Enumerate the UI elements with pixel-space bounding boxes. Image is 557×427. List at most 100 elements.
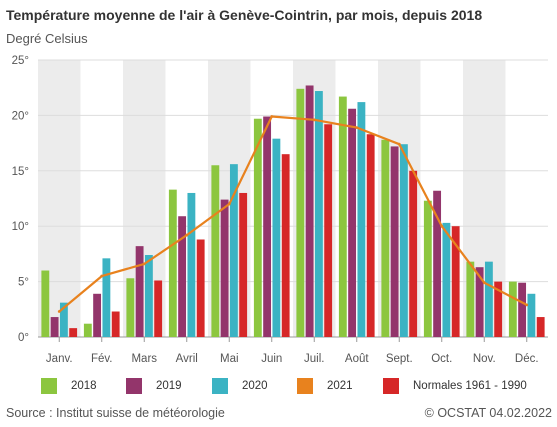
bar-2019 (518, 282, 527, 337)
legend-item: 2021 (297, 376, 353, 396)
bar-2019 (305, 85, 314, 337)
bar-2019 (50, 317, 59, 337)
bar-2018 (253, 118, 262, 337)
bar-normales (281, 154, 290, 337)
x-axis-ticks: Janv. Fév. Mars Avril Mai Juin Juil. Août Sept. O… (46, 337, 539, 365)
x-tick-label: Janv. (46, 353, 73, 365)
gridlines (38, 59, 548, 338)
y-tick-label: 20° (12, 110, 29, 122)
bar-2020 (357, 102, 366, 337)
bar-2019 (475, 267, 484, 337)
bar-normales (239, 192, 248, 337)
y-axis-ticks: 0° 5° 10° 15° 20° 25° (12, 55, 29, 344)
bar-2018 (83, 323, 92, 337)
bar-2018 (296, 88, 305, 337)
x-tick-label: Juil. (304, 353, 324, 365)
legend-item: Normales 1961 - 1990 (383, 376, 527, 396)
bar-2018 (508, 281, 517, 337)
legend-item: 2020 (212, 376, 268, 396)
legend-item: 2018 (41, 376, 97, 396)
bar-2018 (126, 278, 135, 337)
bar-normales (196, 239, 205, 337)
bar-2020 (229, 164, 238, 337)
bar-2018 (168, 189, 177, 337)
point-2021 (525, 303, 529, 307)
chart-area: 0° 5° 10° 15° 20° 25° Janv. Fév. Mars Avril Mai Ju… (12, 55, 548, 365)
bar-2019 (220, 199, 229, 337)
legend-swatch (126, 378, 142, 394)
legend-label: 2021 (327, 380, 353, 392)
bar-series (41, 85, 545, 338)
bar-normales (366, 134, 375, 337)
bar-2019 (135, 246, 144, 337)
point-2021 (482, 281, 486, 285)
y-tick-label: 10° (12, 221, 29, 233)
bar-normales (69, 328, 78, 337)
x-tick-label: Nov. (473, 353, 496, 365)
bar-2019 (178, 216, 187, 337)
y-tick-label: 15° (12, 166, 29, 178)
point-2021 (355, 126, 359, 129)
legend-swatch (41, 378, 57, 394)
bar-2018 (381, 139, 390, 337)
copyright-note: © OCSTAT 04.02.2022 (424, 406, 552, 420)
bar-2020 (59, 302, 68, 337)
bar-2018 (211, 165, 220, 337)
legend-swatch (297, 378, 313, 394)
x-tick-label: Mars (131, 353, 157, 365)
point-2021 (57, 310, 61, 313)
bar-2019 (348, 108, 357, 337)
bar-2020 (102, 258, 111, 337)
x-tick-label: Avril (176, 353, 198, 365)
point-2021 (440, 224, 444, 228)
legend-label: 2020 (242, 380, 268, 392)
x-tick-label: Août (345, 353, 369, 365)
bar-2019 (390, 146, 399, 337)
point-2021 (397, 142, 401, 146)
bar-2020 (399, 144, 408, 337)
point-2021 (227, 202, 231, 206)
bar-2019 (433, 190, 442, 337)
legend-label: Normales 1961 - 1990 (413, 380, 527, 392)
bar-2019 (93, 293, 102, 337)
bar-2020 (527, 293, 536, 337)
x-tick-label: Sept. (386, 353, 413, 365)
point-2021 (142, 262, 146, 266)
bar-normales (494, 281, 503, 337)
chart-title: Température moyenne de l'air à Genève-Co… (6, 7, 483, 23)
bar-normales (324, 124, 333, 337)
bar-normales (409, 170, 418, 337)
bar-normales (111, 311, 120, 337)
legend-swatch (212, 378, 228, 394)
y-tick-label: 0° (18, 332, 29, 344)
bar-2018 (466, 261, 475, 337)
x-tick-label: Déc. (515, 353, 539, 365)
legend-item: 2019 (126, 376, 182, 396)
bar-2019 (263, 116, 272, 338)
bar-normales (536, 317, 545, 337)
x-tick-label: Oct. (431, 353, 452, 365)
line-series-2021 (57, 115, 529, 313)
bar-normales (451, 226, 460, 337)
legend-swatch (383, 378, 399, 394)
bar-2018 (41, 270, 50, 337)
point-2021 (312, 118, 316, 122)
point-2021 (185, 233, 189, 237)
bar-normales (154, 280, 163, 337)
bar-2020 (272, 138, 281, 337)
bar-2020 (187, 192, 196, 337)
source-note: Source : Institut suisse de météorologie (6, 406, 225, 420)
x-tick-label: Juin (261, 353, 282, 365)
bar-2020 (484, 261, 493, 337)
legend: 2018 2019 2020 2021 Normales 1961 - 1990 (0, 376, 557, 396)
x-tick-label: Mai (220, 353, 239, 365)
y-tick-label: 5° (18, 277, 29, 289)
y-axis-unit-label: Degré Celsius (6, 31, 88, 46)
bar-2018 (423, 200, 432, 337)
point-2021 (270, 115, 274, 118)
line-2021 (58, 115, 528, 313)
legend-label: 2019 (156, 380, 182, 392)
bar-2020 (144, 255, 153, 337)
x-tick-label: Fév. (91, 353, 113, 365)
y-tick-label: 25° (12, 55, 29, 67)
